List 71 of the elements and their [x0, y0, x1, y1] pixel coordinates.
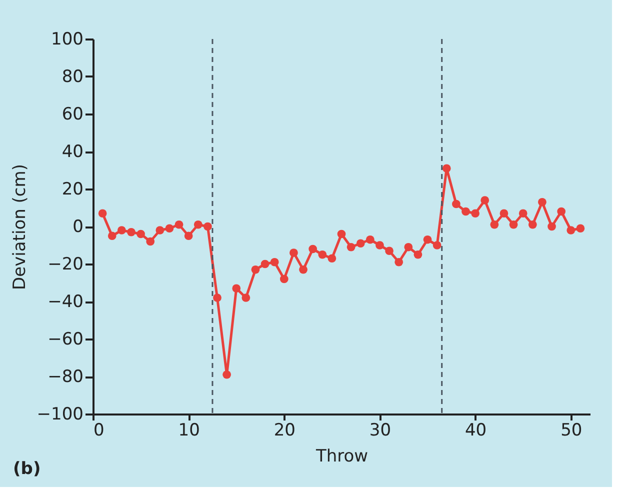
point: [174, 220, 184, 229]
point: [480, 196, 490, 204]
y-tick-label: 100: [51, 30, 84, 50]
y-tick-label: −100: [36, 404, 84, 424]
point: [566, 226, 576, 234]
point: [280, 274, 288, 284]
y-tick-label: 0: [72, 217, 84, 237]
point: [136, 230, 145, 238]
point: [548, 222, 556, 231]
point: [290, 248, 298, 257]
point: [366, 235, 374, 244]
point: [127, 228, 136, 236]
point: [471, 209, 480, 218]
point: [557, 207, 566, 216]
point: [270, 258, 279, 266]
y-tick-label: 20: [62, 180, 84, 200]
point: [251, 265, 260, 274]
point: [299, 265, 308, 274]
point: [423, 235, 432, 244]
x-tick-label: 40: [464, 420, 487, 440]
point: [509, 220, 518, 229]
point: [346, 242, 356, 252]
point: [318, 250, 327, 259]
point: [404, 242, 413, 252]
x-tick-label: 30: [369, 420, 392, 440]
point: [414, 250, 422, 259]
point: [98, 209, 107, 218]
point: [328, 254, 336, 263]
point: [146, 237, 155, 246]
point: [156, 226, 164, 234]
point: [394, 258, 404, 266]
point: [452, 200, 460, 208]
point: [576, 224, 585, 233]
x-axis-title: Throw: [314, 446, 368, 466]
y-tick-label: 80: [62, 67, 84, 87]
y-tick-label: 40: [62, 142, 84, 162]
y-tick-label: −60: [48, 330, 84, 350]
point: [242, 294, 250, 302]
point: [108, 232, 116, 240]
point: [260, 260, 270, 268]
x-tick-label: 10: [178, 420, 200, 440]
y-tick-label: −80: [48, 367, 84, 387]
point: [232, 284, 241, 293]
point: [500, 209, 508, 218]
point: [194, 220, 202, 229]
point: [337, 230, 346, 238]
point: [222, 370, 231, 379]
x-tick-label: 0: [94, 420, 104, 440]
point: [528, 220, 537, 229]
point: [204, 222, 212, 231]
point: [184, 232, 193, 240]
point: [117, 226, 126, 234]
y-tick-label: −20: [48, 254, 84, 274]
point: [213, 294, 222, 302]
point: [308, 244, 318, 254]
x-tick-label: 50: [560, 420, 582, 440]
point: [442, 164, 451, 173]
point: [356, 239, 365, 248]
point: [385, 246, 394, 256]
x-tick-label: 20: [274, 420, 296, 440]
text: (b): [13, 459, 41, 479]
y-tick-label: 60: [62, 104, 84, 124]
y-axis-title: Deviation (cm): [10, 164, 30, 290]
point: [376, 241, 384, 250]
point: [538, 198, 546, 206]
point: [165, 224, 174, 233]
point: [518, 209, 528, 218]
point: [490, 220, 499, 229]
point: [462, 207, 470, 216]
point: [432, 241, 442, 250]
y-tick-label: −40: [48, 292, 84, 312]
